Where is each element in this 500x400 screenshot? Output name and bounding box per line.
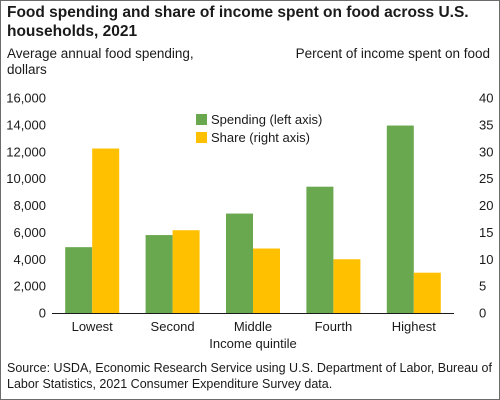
chart-plot: 0 2,000 4,000 6,000 8,000 10,000 12,000 14,000 1… xyxy=(6,91,493,352)
bar-spending-second xyxy=(145,235,173,313)
bar-share-highest xyxy=(413,272,441,313)
bar-spending-lowest xyxy=(65,247,93,313)
bar-share-middle xyxy=(253,248,280,313)
x-axis-label: Income quintile xyxy=(209,336,296,351)
right-axis-tick-label: 5 xyxy=(479,279,486,294)
left-axis-tick-label: 16,000 xyxy=(6,91,46,106)
category-label: Highest xyxy=(392,319,436,334)
right-axis-tick-label: 40 xyxy=(479,91,493,106)
category-label: Middle xyxy=(234,319,272,334)
bar-spending-fourth xyxy=(306,186,334,313)
right-axis-tick-label: 35 xyxy=(479,117,493,132)
left-axis-tick-label: 0 xyxy=(39,306,46,321)
legend-swatch-share xyxy=(196,132,207,143)
left-axis-tick-label: 12,000 xyxy=(6,144,46,159)
bar-spending-middle xyxy=(226,213,253,313)
right-axis-tick-label: 25 xyxy=(479,171,493,186)
category-label: Lowest xyxy=(72,319,114,334)
bar-share-lowest xyxy=(92,148,120,313)
right-axis-tick-label: 30 xyxy=(479,144,493,159)
chart-title: Food spending and share of income spent … xyxy=(7,4,469,40)
bar-share-fourth xyxy=(333,259,361,313)
bar-spending-highest xyxy=(386,125,414,313)
left-axis-tick-label: 8,000 xyxy=(13,198,46,213)
legend-label-share: Share (right axis) xyxy=(211,130,310,145)
left-axis-tick-label: 2,000 xyxy=(13,279,46,294)
category-label: Second xyxy=(151,319,195,334)
left-axis-tick-label: 6,000 xyxy=(13,225,46,240)
left-axis-tick-label: 14,000 xyxy=(6,117,46,132)
right-axis-tick-label: 0 xyxy=(479,306,486,321)
source-note: Source: USDA, Economic Research Service … xyxy=(7,361,492,391)
right-axis-tick-label: 15 xyxy=(479,225,493,240)
left-axis-tick-label: 10,000 xyxy=(6,171,46,186)
left-axis-label: Average annual food spending, dollars xyxy=(7,46,194,77)
right-axis-label: Percent of income spent on food xyxy=(295,46,490,61)
left-axis-tick-label: 4,000 xyxy=(13,252,46,267)
right-axis-tick-label: 20 xyxy=(479,198,493,213)
right-axis-tick-label: 10 xyxy=(479,252,493,267)
legend-swatch-spending xyxy=(196,114,207,125)
bar-share-second xyxy=(172,230,200,313)
legend-label-spending: Spending (left axis) xyxy=(211,112,322,127)
category-label: Fourth xyxy=(315,319,353,334)
